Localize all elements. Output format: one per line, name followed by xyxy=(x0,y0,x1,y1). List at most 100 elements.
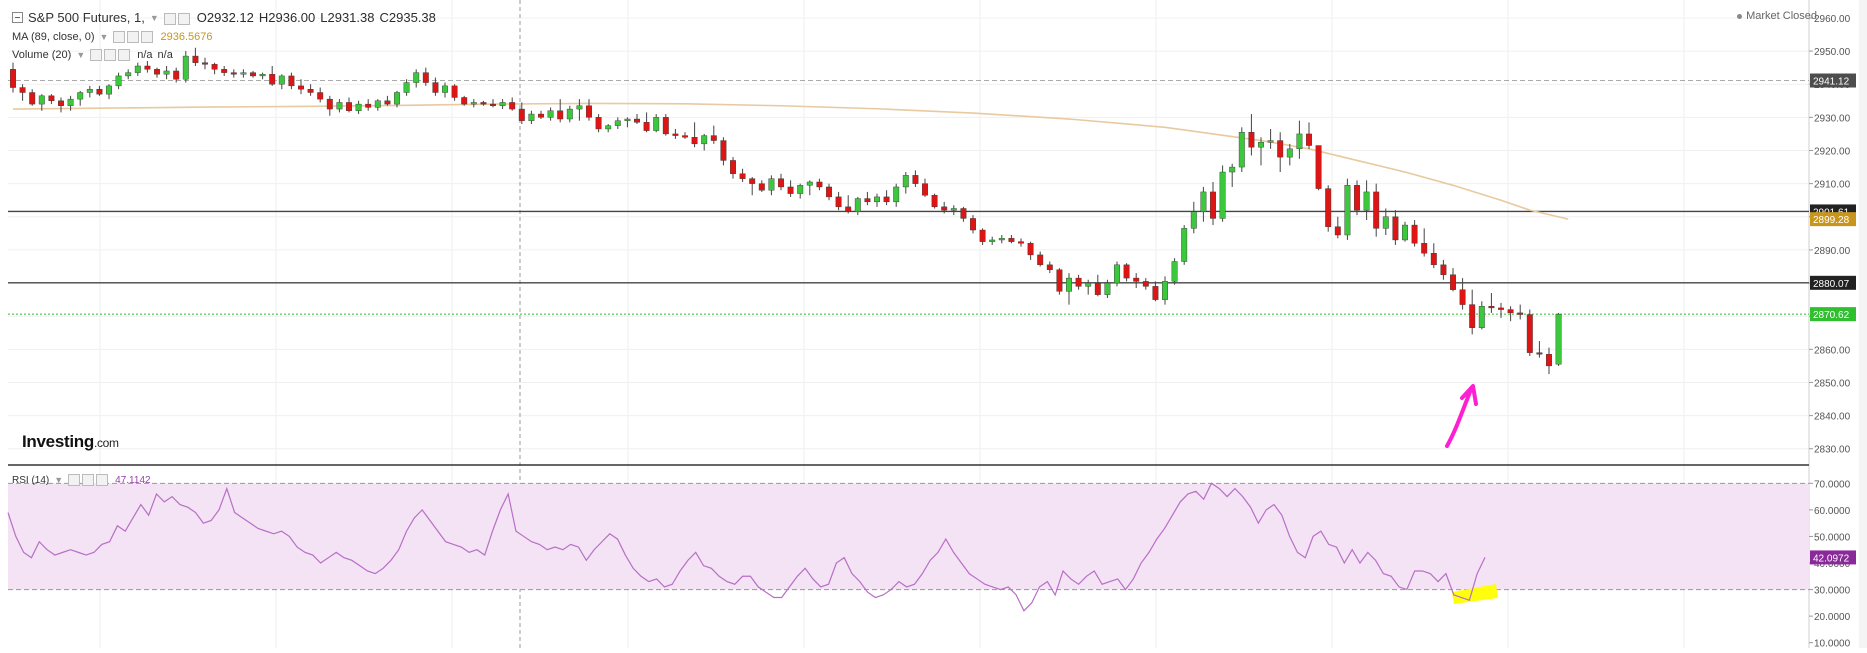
candle-up[interactable] xyxy=(1286,148,1293,158)
candle-down[interactable] xyxy=(586,105,592,118)
candle-up[interactable] xyxy=(1190,211,1197,229)
candle-up[interactable] xyxy=(1238,132,1245,168)
candle-down[interactable] xyxy=(1459,289,1466,305)
close-icon[interactable] xyxy=(141,31,154,44)
candle-up[interactable] xyxy=(240,72,247,75)
candle-down[interactable] xyxy=(480,102,487,105)
volume-actions[interactable] xyxy=(90,49,132,62)
candle-down[interactable] xyxy=(643,122,650,131)
candle-down[interactable] xyxy=(1037,254,1044,266)
candle-down[interactable] xyxy=(192,55,199,63)
candle-up[interactable] xyxy=(806,181,813,186)
candle-down[interactable] xyxy=(960,208,967,219)
candle-up[interactable] xyxy=(528,113,535,121)
candle-down[interactable] xyxy=(173,70,180,80)
candle-up[interactable] xyxy=(106,85,112,95)
candle-up[interactable] xyxy=(115,75,122,87)
candle-up[interactable] xyxy=(125,72,132,77)
candle-down[interactable] xyxy=(384,100,391,105)
candle-down[interactable] xyxy=(1411,224,1418,244)
chevron-down-icon[interactable]: ▼ xyxy=(149,12,159,23)
candle-up[interactable] xyxy=(442,85,448,93)
candle-down[interactable] xyxy=(1018,241,1024,244)
candle-up[interactable] xyxy=(355,103,362,111)
candle-up[interactable] xyxy=(998,238,1005,241)
candle-up[interactable] xyxy=(1267,140,1274,143)
candle-up[interactable] xyxy=(67,98,74,106)
settings-icon[interactable] xyxy=(68,474,81,486)
candle-down[interactable] xyxy=(1488,306,1495,309)
candle-up[interactable] xyxy=(1181,228,1188,262)
candle-up[interactable] xyxy=(950,208,957,211)
candle-down[interactable] xyxy=(595,117,602,130)
candle-up[interactable] xyxy=(134,65,141,73)
candle-up[interactable] xyxy=(893,186,900,203)
candle-down[interactable] xyxy=(230,72,237,75)
settings-icon[interactable] xyxy=(113,31,126,44)
candle-down[interactable] xyxy=(778,178,784,188)
close-icon[interactable] xyxy=(96,474,109,486)
settings-icon[interactable] xyxy=(90,49,103,62)
candle-up[interactable] xyxy=(624,118,631,121)
candle-down[interactable] xyxy=(1056,269,1063,292)
candle-down[interactable] xyxy=(758,183,765,191)
candle-up[interactable] xyxy=(163,70,170,75)
candle-down[interactable] xyxy=(634,118,640,123)
candle-down[interactable] xyxy=(1450,274,1456,290)
candle-down[interactable] xyxy=(154,69,160,75)
candle-up[interactable] xyxy=(1382,216,1389,229)
candle-down[interactable] xyxy=(682,135,688,138)
candle-down[interactable] xyxy=(1210,191,1216,219)
candle-down[interactable] xyxy=(1325,188,1332,227)
candle-down[interactable] xyxy=(1334,226,1341,236)
rsi-label[interactable]: RSI (14) xyxy=(12,474,50,486)
candle-up[interactable] xyxy=(701,135,708,145)
candle-up[interactable] xyxy=(336,102,343,110)
candle-down[interactable] xyxy=(1430,253,1437,266)
candle-down[interactable] xyxy=(346,102,352,111)
candle-down[interactable] xyxy=(864,198,871,203)
candle-down[interactable] xyxy=(1315,145,1322,189)
candle-down[interactable] xyxy=(1469,304,1476,328)
candle-up[interactable] xyxy=(902,175,909,188)
candle-down[interactable] xyxy=(662,117,669,135)
candle-down[interactable] xyxy=(202,62,208,65)
volume-label[interactable]: Volume (20) xyxy=(12,49,72,62)
candle-down[interactable] xyxy=(518,108,525,121)
visibility-icon[interactable] xyxy=(104,49,117,62)
candle-up[interactable] xyxy=(77,92,84,100)
scrollbar-track[interactable] xyxy=(1859,0,1867,648)
candle-down[interactable] xyxy=(221,69,228,73)
candle-down[interactable] xyxy=(739,173,746,179)
candle-down[interactable] xyxy=(1152,286,1159,300)
candle-down[interactable] xyxy=(691,137,698,145)
candle-down[interactable] xyxy=(538,113,544,118)
candle-up[interactable] xyxy=(1344,185,1351,236)
candle-down[interactable] xyxy=(326,98,333,110)
candle-down[interactable] xyxy=(1046,264,1053,270)
candle-down[interactable] xyxy=(1440,264,1447,275)
visibility-icon[interactable] xyxy=(177,12,190,25)
candle-down[interactable] xyxy=(979,229,986,242)
candle-down[interactable] xyxy=(1373,191,1380,229)
candle-down[interactable] xyxy=(29,92,36,105)
candle-up[interactable] xyxy=(1085,282,1092,287)
candle-up[interactable] xyxy=(1162,281,1168,300)
candle-up[interactable] xyxy=(1104,282,1111,295)
candle-up[interactable] xyxy=(576,105,583,110)
candle-down[interactable] xyxy=(1027,243,1034,256)
candle-down[interactable] xyxy=(941,206,948,211)
candle-down[interactable] xyxy=(144,65,151,70)
candle-down[interactable] xyxy=(912,175,919,184)
candle-down[interactable] xyxy=(422,72,429,83)
settings-icon[interactable] xyxy=(163,12,176,25)
candle-down[interactable] xyxy=(10,69,16,88)
candle-up[interactable] xyxy=(394,92,400,105)
candle-down[interactable] xyxy=(1498,307,1504,310)
candle-down[interactable] xyxy=(1546,354,1552,367)
candle-up[interactable] xyxy=(374,100,381,108)
candle-down[interactable] xyxy=(250,72,256,77)
candle-up[interactable] xyxy=(1200,191,1207,213)
candle-down[interactable] xyxy=(307,88,314,93)
